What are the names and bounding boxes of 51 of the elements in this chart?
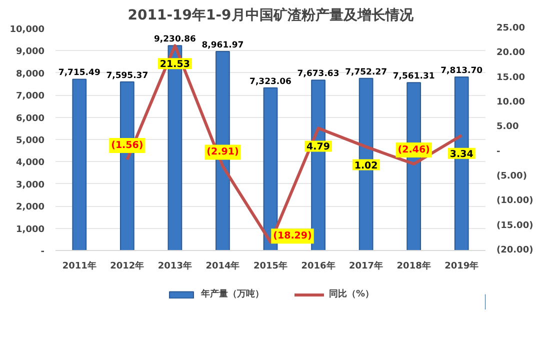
y2-tick-label: 15.00 xyxy=(496,72,525,83)
y-tick-label: - xyxy=(40,247,45,257)
y-tick-label: 3,000 xyxy=(16,180,44,190)
y2-tick-label: (10.00) xyxy=(496,196,534,206)
y2-tick-label: 10.00 xyxy=(496,98,525,108)
data-label: 7,561.31 xyxy=(392,72,435,82)
data-label: 4.79 xyxy=(306,142,330,153)
y2-tick-label: (5.00) xyxy=(496,172,527,182)
data-label: 21.53 xyxy=(160,59,190,70)
data-label: 8,961.97 xyxy=(202,40,244,51)
y-tick-label: 2,000 xyxy=(16,202,44,213)
legend-label: 同比（%） xyxy=(328,288,374,300)
y2-tick-label: 5.00 xyxy=(496,122,519,132)
y-tick-label: 8,000 xyxy=(16,69,44,80)
x-tick-label: 2014年 xyxy=(206,260,240,272)
y2-tick-label: (15.00) xyxy=(496,220,534,231)
x-tick-label: 2013年 xyxy=(158,260,192,272)
y2-tick-label: - xyxy=(496,146,500,157)
y-tick-label: 1,000 xyxy=(16,224,44,235)
x-tick-label: 2016年 xyxy=(301,260,336,272)
legend-label: 年产量（万吨） xyxy=(200,288,264,300)
x-tick-label: 2015年 xyxy=(253,260,288,272)
y-tick-label: 7,000 xyxy=(16,92,44,102)
y2-tick-label: 20.00 xyxy=(496,48,525,58)
data-label: 7,752.27 xyxy=(345,67,388,78)
x-tick-label: 2019年 xyxy=(444,260,479,272)
x-tick-label: 2012年 xyxy=(110,260,144,272)
data-label: (2.91) xyxy=(206,146,239,158)
x-tick-label: 2018年 xyxy=(396,260,431,272)
data-label: 1.02 xyxy=(354,160,378,172)
data-label: 7,595.37 xyxy=(106,70,148,81)
data-label: (2.46) xyxy=(398,144,430,156)
chart-title: 2011-19年1-9月中国矿渣粉产量及增长情况 xyxy=(128,6,414,24)
data-label: 9,230.86 xyxy=(154,34,196,45)
data-label: 7,715.49 xyxy=(58,68,100,78)
data-label: (18.29) xyxy=(273,230,312,242)
data-label: (1.56) xyxy=(111,140,144,152)
data-label: 7,673.63 xyxy=(297,69,340,80)
x-tick-label: 2011年 xyxy=(62,260,96,272)
y-tick-label: 9,000 xyxy=(16,47,44,58)
data-label: 7,323.06 xyxy=(250,76,292,87)
bar xyxy=(72,78,87,250)
y-tick-label: 5,000 xyxy=(16,136,44,146)
data-label: 7,813.70 xyxy=(440,66,483,76)
y-tick-label: 10,000 xyxy=(10,25,45,35)
y2-tick-label: (20.00) xyxy=(496,246,534,256)
y-tick-label: 6,000 xyxy=(16,114,44,124)
x-tick-label: 2017年 xyxy=(349,260,384,272)
y2-tick-label: 25.00 xyxy=(496,24,525,34)
y-tick-label: 4,000 xyxy=(16,158,44,168)
data-label: 3.34 xyxy=(450,148,474,160)
